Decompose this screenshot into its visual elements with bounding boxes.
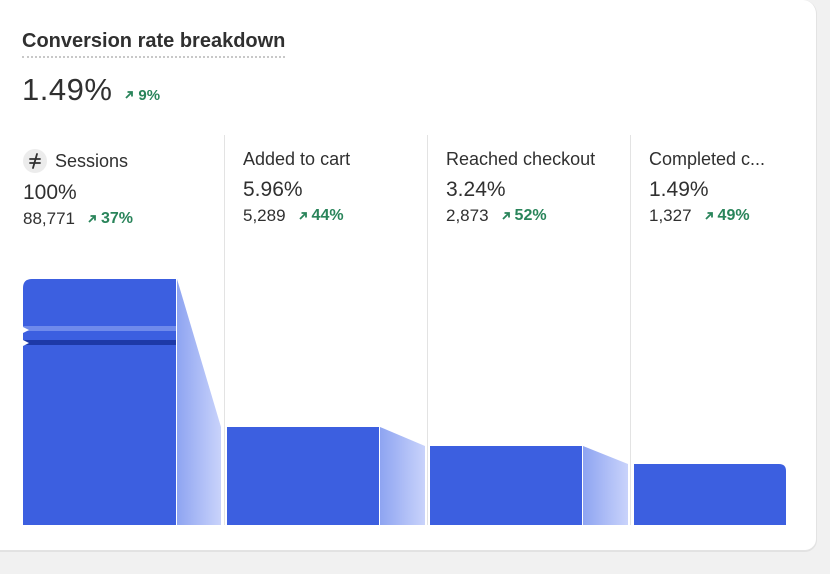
conversion-rate-card: Conversion rate breakdown 1.49% 9% [0,0,817,551]
arrow-up-right-icon [501,212,510,220]
card-title[interactable]: Conversion rate breakdown [22,30,286,58]
funnel-bar-completed-checkout[interactable] [634,464,786,525]
sessions-icon [23,149,47,173]
stripe-marker-icon [23,327,29,346]
stage-label: Reached checkout [446,149,596,169]
funnel-column-completed-checkout: Completed c... 1.49% 1,327 49% [630,135,811,525]
arrow-up-right-icon [704,212,713,220]
bar-stripe-light [23,326,176,331]
stage-change: 52% [501,207,547,225]
funnel-chart [23,279,786,525]
arrow-up-right-icon [88,215,96,223]
funnel-connector-1 [177,279,221,525]
stage-change-value: 37% [101,210,134,227]
stage-change-value: 44% [311,207,344,224]
stage-percent: 5.96% [243,178,303,201]
funnel-connector-3 [583,446,628,525]
stage-change: 37% [87,210,133,228]
bar-stripe-dark [23,340,176,345]
stage-count: 88,771 [23,209,75,228]
headline-metric: 1.49% 9% [22,72,160,108]
stage-change: 44% [298,207,344,225]
funnel-bar-added-to-cart[interactable] [227,427,379,525]
stage-count: 5,289 [243,206,286,225]
stage-label: Added to cart [243,149,351,169]
stage-change-value: 52% [514,207,547,224]
arrow-up-right-icon [125,91,134,99]
stage-count: 1,327 [649,206,692,225]
stage-percent: 3.24% [446,178,506,201]
arrow-up-right-icon [298,212,307,220]
stage-label: Sessions [55,150,129,171]
funnel-bar-reached-checkout[interactable] [430,446,582,525]
stage-change: 49% [704,207,750,225]
funnel-column-added-to-cart: Added to cart 5.96% 5,289 44% [224,135,427,525]
conversion-rate-change-value: 9% [138,86,161,104]
conversion-rate-value: 1.49% [22,72,113,107]
funnel-column-sessions: Sessions 100% 88,771 37% [23,135,223,525]
stage-percent: 1.49% [649,178,709,201]
stage-label: Completed c... [649,149,766,169]
stage-change-value: 49% [717,207,750,224]
funnel-column-reached-checkout: Reached checkout 3.24% 2,873 52% [427,135,630,525]
funnel-connector-2 [380,427,425,525]
conversion-rate-change: 9% [124,87,160,104]
stage-count: 2,873 [446,206,489,225]
stage-percent: 100% [23,181,77,204]
